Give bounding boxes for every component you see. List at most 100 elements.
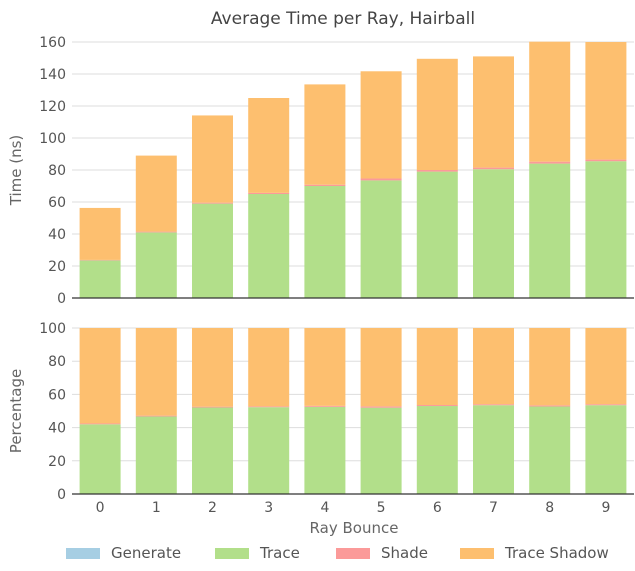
legend-item-generate: Generate [66,540,181,566]
bar-trace-6 [417,172,458,298]
bar-trace-shadow-2 [192,115,233,202]
bar-trace-5 [361,180,402,298]
bar-trace-3 [248,407,289,494]
bar-trace-8 [529,164,570,298]
bar-shade-2 [192,407,233,408]
bar-trace-shadow-4 [304,328,345,406]
bar-trace-2 [192,204,233,298]
bar-shade-3 [248,406,289,407]
bar-trace-shadow-1 [136,328,177,416]
bar-trace-shadow-4 [304,84,345,184]
legend-swatch-generate [66,548,100,559]
y-tick-label: 0 [57,487,66,503]
x-axis-label: Ray Bounce [310,519,399,537]
legend-item-shade: Shade [336,540,428,566]
bar-trace-3 [248,194,289,298]
legend-item-trace: Trace [215,540,300,566]
y-axis-label-time: Time (ns) [7,135,25,207]
y-tick-label: 60 [48,195,66,211]
legend-label-trace-shadow: Trace Shadow [505,544,609,562]
bar-trace-shadow-6 [417,328,458,405]
y-tick-label: 20 [48,259,66,275]
x-tick-label: 8 [545,500,554,516]
bar-shade-1 [136,416,177,417]
panel-percentage: 0 20 40 60 80 100 Percentage 0 1 2 3 4 5 6 7 8 9 [7,321,634,516]
bar-shade-2 [192,203,233,204]
legend-item-trace-shadow: Trace Shadow [460,540,609,566]
y-tick-label: 160 [39,35,66,51]
bar-trace-1 [136,416,177,494]
y-tick-label: 80 [48,163,66,179]
bar-shade-0 [80,423,121,424]
bar-shade-6 [417,170,458,172]
x-tick-label: 7 [489,500,498,516]
bar-shade-6 [417,405,458,406]
bar-shade-9 [585,160,626,162]
bar-shade-7 [473,168,514,170]
y-tick-label: 20 [48,454,66,470]
bar-trace-shadow-9 [585,328,626,404]
bar-trace-4 [304,407,345,494]
bar-trace-shadow-3 [248,98,289,193]
x-tick-label: 9 [601,500,610,516]
bar-shade-5 [361,178,402,180]
x-tick-label: 4 [320,500,329,516]
bar-trace-shadow-5 [361,71,402,178]
bar-shade-8 [529,162,570,164]
y-tick-label: 0 [57,291,66,307]
bar-trace-shadow-7 [473,328,514,404]
bar-shade-8 [529,405,570,406]
x-tick-label: 0 [96,500,105,516]
bar-trace-shadow-9 [585,42,626,160]
x-tick-label: 5 [377,500,386,516]
bar-shade-4 [304,185,345,186]
x-tick-label: 6 [433,500,442,516]
bar-trace-shadow-2 [192,328,233,407]
bar-trace-shadow-8 [529,328,570,405]
legend-swatch-shade [336,548,370,559]
legend-swatch-trace-shadow [460,548,494,559]
bar-trace-shadow-6 [417,59,458,170]
y-tick-label: 80 [48,354,66,370]
bar-trace-shadow-7 [473,56,514,167]
bar-trace-8 [529,407,570,494]
legend-label-shade: Shade [381,544,428,562]
bar-trace-shadow-3 [248,328,289,406]
bar-trace-0 [80,424,121,494]
legend-swatch-trace [215,548,249,559]
y-tick-label: 40 [48,227,66,243]
x-tick-label: 3 [264,500,273,516]
x-tick-label: 2 [208,500,217,516]
y-tick-label: 100 [39,321,66,337]
bar-shade-5 [361,406,402,407]
legend-label-generate: Generate [111,544,181,562]
bar-trace-5 [361,408,402,494]
bar-trace-shadow-8 [529,42,570,162]
y-tick-label: 100 [39,131,66,147]
bar-trace-7 [473,169,514,298]
legend-label-trace: Trace [260,544,300,562]
bar-trace-9 [585,161,626,298]
bar-trace-shadow-5 [361,328,402,406]
bar-trace-shadow-0 [80,328,121,423]
bar-trace-shadow-0 [80,208,121,260]
bar-shade-4 [304,406,345,407]
bar-shade-7 [473,404,514,405]
bar-trace-6 [417,406,458,494]
x-tick-label: 1 [152,500,161,516]
bar-trace-9 [585,405,626,494]
y-tick-label: 60 [48,387,66,403]
bar-trace-1 [136,232,177,298]
bar-shade-9 [585,404,626,405]
y-tick-label: 120 [39,99,66,115]
bar-trace-2 [192,408,233,494]
chart-title: Average Time per Ray, Hairball [211,9,475,29]
bar-shade-3 [248,193,289,194]
bar-shade-1 [136,232,177,233]
bar-trace-7 [473,405,514,494]
bar-trace-4 [304,186,345,298]
y-axis-label-percentage: Percentage [7,369,25,453]
y-tick-label: 40 [48,421,66,437]
